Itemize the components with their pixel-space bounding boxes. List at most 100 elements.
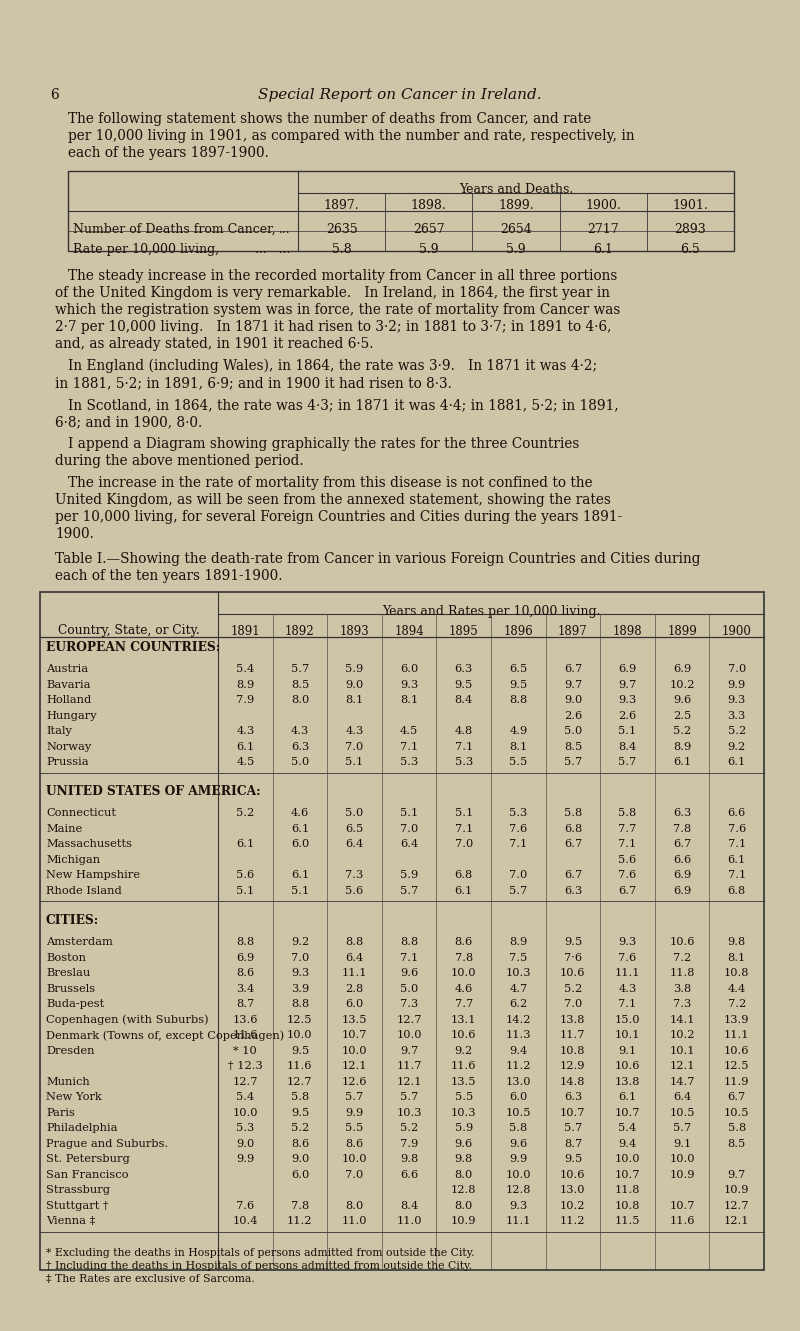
Text: 7.6: 7.6	[236, 1201, 254, 1211]
Text: 7.1: 7.1	[618, 1000, 637, 1009]
Text: 6.6: 6.6	[673, 855, 691, 865]
Text: 1901.: 1901.	[673, 200, 708, 212]
Text: 8.8: 8.8	[400, 937, 418, 948]
Text: 6.8: 6.8	[727, 886, 746, 896]
Text: 7.1: 7.1	[400, 953, 418, 962]
Text: 6.3: 6.3	[290, 741, 309, 752]
Text: 6.1: 6.1	[236, 741, 254, 752]
Text: 4.3: 4.3	[236, 727, 254, 736]
Text: 10.6: 10.6	[560, 968, 586, 978]
Text: 5.9: 5.9	[454, 1123, 473, 1133]
Text: 10.8: 10.8	[614, 1201, 640, 1211]
Text: Philadelphia: Philadelphia	[46, 1123, 118, 1133]
Text: 8.8: 8.8	[346, 937, 364, 948]
Text: 9.5: 9.5	[509, 680, 527, 689]
Text: UNITED STATES OF AMERICA:: UNITED STATES OF AMERICA:	[46, 785, 261, 799]
Text: 10.7: 10.7	[614, 1107, 640, 1118]
Text: 11.2: 11.2	[560, 1217, 586, 1226]
Text: Copenhagen (with Suburbs): Copenhagen (with Suburbs)	[46, 1014, 209, 1025]
Text: Norway: Norway	[46, 741, 91, 752]
Text: 10.0: 10.0	[396, 1030, 422, 1040]
Text: each of the ten years 1891-1900.: each of the ten years 1891-1900.	[55, 568, 282, 583]
Text: The following statement shows the number of deaths from Cancer, and rate: The following statement shows the number…	[68, 112, 591, 126]
Text: 12.1: 12.1	[670, 1061, 695, 1071]
Text: 10.7: 10.7	[560, 1107, 586, 1118]
Text: 5.8: 5.8	[564, 808, 582, 819]
Text: 6.3: 6.3	[454, 664, 473, 675]
Text: 2.8: 2.8	[346, 984, 364, 993]
Text: 9.0: 9.0	[290, 1154, 309, 1165]
Text: 13.5: 13.5	[342, 1014, 367, 1025]
Text: I append a Diagram showing graphically the rates for the three Countries: I append a Diagram showing graphically t…	[68, 437, 579, 451]
Text: 11.8: 11.8	[614, 1185, 640, 1195]
Text: 10.6: 10.6	[560, 1170, 586, 1179]
Text: 5.7: 5.7	[400, 1091, 418, 1102]
Text: 13.6: 13.6	[233, 1014, 258, 1025]
Text: 2.6: 2.6	[618, 711, 637, 721]
Text: 6.1: 6.1	[727, 757, 746, 767]
Text: 6.8: 6.8	[454, 870, 473, 880]
Text: 5.7: 5.7	[290, 664, 309, 675]
Text: San Francisco: San Francisco	[46, 1170, 129, 1179]
Text: 6.3: 6.3	[673, 808, 691, 819]
Text: 7.3: 7.3	[673, 1000, 691, 1009]
Text: 5.3: 5.3	[454, 757, 473, 767]
Text: 5.1: 5.1	[454, 808, 473, 819]
Text: 14.1: 14.1	[670, 1014, 695, 1025]
Text: 7.8: 7.8	[454, 953, 473, 962]
Text: 1899: 1899	[667, 626, 697, 638]
Text: Austria: Austria	[46, 664, 88, 675]
Text: Brussels: Brussels	[46, 984, 95, 993]
Text: 9.3: 9.3	[509, 1201, 527, 1211]
Text: 10.2: 10.2	[670, 1030, 695, 1040]
Text: 8.1: 8.1	[400, 695, 418, 705]
Text: 6.8: 6.8	[564, 824, 582, 835]
Text: 10.1: 10.1	[670, 1046, 695, 1055]
Text: 5.9: 5.9	[506, 244, 526, 256]
Text: 12.9: 12.9	[560, 1061, 586, 1071]
Text: 6.1: 6.1	[594, 244, 613, 256]
Text: 10.6: 10.6	[670, 937, 695, 948]
Text: Prague and Suburbs.: Prague and Suburbs.	[46, 1138, 168, 1149]
Text: 5.7: 5.7	[673, 1123, 691, 1133]
Text: 11.1: 11.1	[506, 1217, 531, 1226]
Text: Italy: Italy	[46, 727, 72, 736]
Text: 5.4: 5.4	[618, 1123, 637, 1133]
Text: 2635: 2635	[326, 224, 358, 236]
Text: 8.9: 8.9	[236, 680, 254, 689]
Text: 7.7: 7.7	[454, 1000, 473, 1009]
Text: 11.7: 11.7	[560, 1030, 586, 1040]
Text: 12.1: 12.1	[396, 1077, 422, 1086]
Text: 9.5: 9.5	[290, 1107, 309, 1118]
Text: 11.3: 11.3	[506, 1030, 531, 1040]
Text: 6.5: 6.5	[346, 824, 364, 835]
Text: 10.4: 10.4	[233, 1217, 258, 1226]
Text: 6.1: 6.1	[673, 757, 691, 767]
Text: 5.7: 5.7	[509, 886, 527, 896]
Text: 12.8: 12.8	[451, 1185, 477, 1195]
Text: 9.5: 9.5	[564, 937, 582, 948]
Text: 1900.: 1900.	[55, 527, 94, 540]
Text: 6: 6	[50, 88, 58, 102]
Text: 10.7: 10.7	[614, 1170, 640, 1179]
Text: 2·7 per 10,000 living.   In 1871 it had risen to 3·2; in 1881 to 3·7; in 1891 to: 2·7 per 10,000 living. In 1871 it had ri…	[55, 319, 611, 334]
Text: 15.0: 15.0	[614, 1014, 640, 1025]
Text: 8.0: 8.0	[346, 1201, 364, 1211]
Text: in 1881, 5·2; in 1891, 6·9; and in 1900 it had risen to 8·3.: in 1881, 5·2; in 1891, 6·9; and in 1900 …	[55, 375, 452, 390]
Text: 6.7: 6.7	[618, 886, 637, 896]
Text: 9.2: 9.2	[290, 937, 309, 948]
Text: of the United Kingdom is very remarkable.   In Ireland, in 1864, the first year : of the United Kingdom is very remarkable…	[55, 286, 610, 299]
Text: 7.2: 7.2	[727, 1000, 746, 1009]
Text: 1900: 1900	[722, 626, 752, 638]
Text: Breslau: Breslau	[46, 968, 90, 978]
Text: 5.2: 5.2	[727, 727, 746, 736]
Text: 12.8: 12.8	[506, 1185, 531, 1195]
Text: 7.0: 7.0	[346, 1170, 364, 1179]
Text: 7.8: 7.8	[673, 824, 691, 835]
Text: 5.7: 5.7	[346, 1091, 364, 1102]
Text: 6.7: 6.7	[673, 840, 691, 849]
Text: 9.9: 9.9	[236, 1154, 254, 1165]
Text: 6.5: 6.5	[681, 244, 700, 256]
Text: 11.6: 11.6	[233, 1030, 258, 1040]
Text: ‡ The Rates are exclusive of Sarcoma.: ‡ The Rates are exclusive of Sarcoma.	[46, 1274, 254, 1284]
